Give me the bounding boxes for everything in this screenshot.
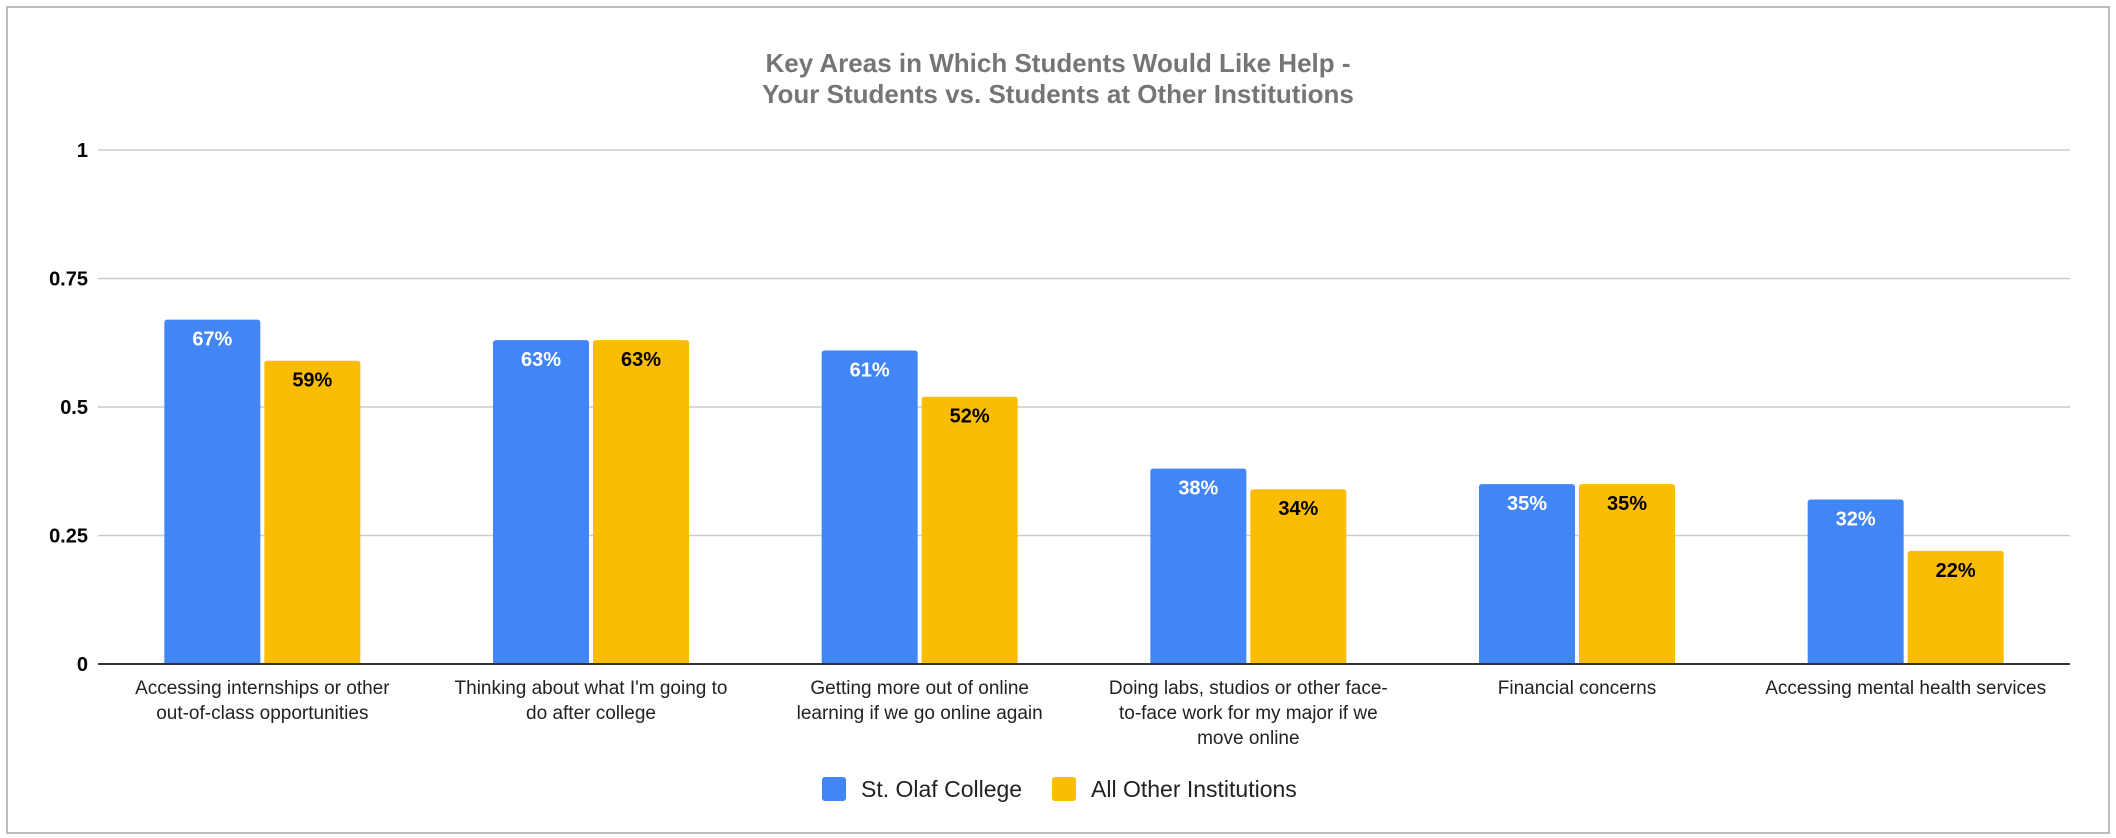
legend-label: St. Olaf College: [861, 776, 1022, 802]
data-label: 67%: [192, 329, 232, 351]
category-label-line: Doing labs, studios or other face-: [1109, 678, 1388, 699]
bar: [593, 340, 689, 664]
category-label-line: do after college: [526, 703, 656, 724]
category-label-line: Getting more out of online: [810, 678, 1029, 699]
y-tick-label: 1: [77, 140, 88, 162]
chart-title-line: Your Students vs. Students at Other Inst…: [762, 79, 1354, 109]
legend-swatch: [1052, 777, 1076, 801]
bar: [1250, 489, 1347, 664]
category-label-line: learning if we go online again: [797, 703, 1043, 724]
bar: [493, 340, 589, 664]
legend-label: All Other Institutions: [1091, 776, 1297, 802]
data-label: 63%: [521, 349, 561, 371]
category-label-line: Accessing internships or other: [135, 678, 390, 699]
data-label: 52%: [950, 406, 990, 428]
data-label: 38%: [1178, 478, 1218, 500]
bar: [1579, 484, 1675, 664]
category-label-line: to-face work for my major if we: [1119, 703, 1378, 724]
y-tick-label: 0.5: [60, 397, 88, 419]
legend-swatch: [822, 777, 846, 801]
bar: [921, 396, 1018, 664]
data-label: 59%: [292, 370, 332, 392]
y-tick-label: 0.75: [49, 269, 88, 291]
data-label: 63%: [621, 349, 661, 371]
category-label-line: Thinking about what I'm going to: [455, 678, 728, 699]
y-tick-label: 0: [77, 654, 88, 676]
data-label: 32%: [1836, 509, 1876, 531]
data-label: 35%: [1607, 493, 1647, 515]
bar: [164, 319, 261, 664]
data-label: 22%: [1936, 560, 1976, 582]
data-label: 34%: [1278, 498, 1318, 520]
bar: [1479, 484, 1575, 664]
category-label-line: out-of-class opportunities: [156, 703, 368, 724]
category-label-line: move online: [1197, 728, 1299, 749]
bar: [264, 360, 361, 664]
chart-title-line: Key Areas in Which Students Would Like H…: [765, 48, 1350, 78]
data-label: 61%: [850, 359, 890, 381]
y-tick-label: 0.25: [49, 526, 88, 548]
bar: [1907, 550, 2004, 664]
category-label-line: Financial concerns: [1498, 678, 1656, 699]
category-label-line: Accessing mental health services: [1765, 678, 2046, 699]
data-label: 35%: [1507, 493, 1547, 515]
bar: [1807, 499, 1904, 664]
bar: [1150, 468, 1247, 664]
bar: [821, 350, 918, 664]
